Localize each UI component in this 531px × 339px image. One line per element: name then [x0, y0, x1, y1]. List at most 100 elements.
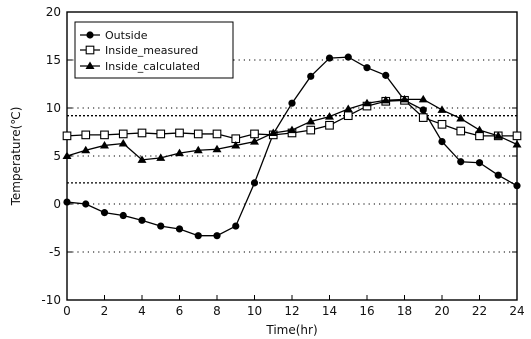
data-point-inside-measured — [306, 125, 316, 135]
data-point-outside — [157, 222, 165, 230]
x-tick-label: 10 — [247, 304, 262, 318]
y-tick-label: -10 — [41, 293, 61, 307]
series — [62, 53, 522, 240]
data-point-inside-calculated — [287, 125, 297, 134]
data-point-outside — [213, 232, 221, 240]
data-point-outside — [100, 209, 109, 217]
data-point-inside-measured — [175, 128, 184, 138]
data-point-inside-calculated — [437, 105, 447, 113]
legend-item-outside: Outside — [80, 29, 148, 42]
legend: Outside Inside_measured Inside_calculate… — [74, 21, 234, 79]
data-point-inside-measured — [62, 131, 72, 141]
data-point-inside-calculated — [362, 98, 372, 107]
reference-lines — [67, 115, 517, 184]
legend-item-inside-calculated: Inside_calculated — [80, 60, 200, 73]
data-point-inside-calculated — [137, 155, 147, 163]
legend-label-outside: Outside — [105, 29, 148, 42]
x-tick-label: 22 — [472, 304, 487, 318]
data-point-outside — [382, 71, 390, 79]
data-point-outside — [513, 182, 521, 190]
data-point-inside-measured — [325, 120, 334, 130]
x-tick-label: 6 — [176, 304, 184, 318]
legend-marker-outside — [86, 31, 94, 39]
data-point-inside-calculated — [62, 151, 72, 159]
data-point-outside — [194, 232, 202, 240]
legend-marker-inside-calculated — [85, 61, 95, 69]
series-line-outside — [66, 56, 518, 237]
legend-item-inside-measured: Inside_measured — [80, 44, 198, 57]
y-tick-label: 0 — [53, 197, 61, 211]
data-point-inside-measured — [512, 131, 522, 141]
data-point-inside-measured — [418, 113, 428, 122]
data-point-outside — [475, 159, 484, 167]
x-tick-label: 24 — [509, 304, 524, 318]
data-point-outside — [325, 54, 334, 62]
x-tick-label: 2 — [101, 304, 109, 318]
data-point-inside-measured — [456, 126, 466, 136]
x-tick-label: 12 — [284, 304, 299, 318]
data-point-inside-measured — [343, 111, 353, 121]
legend-marker-inside-measured — [85, 45, 95, 55]
data-point-inside-calculated — [418, 94, 428, 103]
data-point-inside-measured — [437, 119, 447, 129]
series-outside — [63, 53, 521, 240]
data-point-inside-calculated — [156, 153, 166, 161]
data-point-outside — [363, 64, 371, 72]
data-point-inside-measured — [118, 129, 128, 139]
data-point-inside-calculated — [456, 114, 466, 122]
data-point-outside — [344, 53, 352, 61]
gridlines — [67, 59, 517, 253]
y-tick-label: -5 — [49, 245, 61, 259]
data-point-outside — [250, 179, 259, 187]
data-point-inside-measured — [193, 129, 203, 139]
legend-label-inside-measured: Inside_measured — [105, 44, 198, 57]
data-point-outside — [63, 198, 71, 206]
data-point-inside-measured — [81, 130, 91, 140]
y-tick-label: 20 — [46, 5, 61, 19]
data-point-outside — [307, 72, 315, 80]
data-point-outside — [419, 106, 427, 114]
data-point-outside — [494, 171, 502, 179]
y-tick-label: 10 — [46, 101, 61, 115]
data-point-inside-calculated — [400, 94, 409, 103]
data-point-outside — [82, 200, 90, 208]
data-point-outside — [232, 222, 240, 230]
data-point-inside-calculated — [118, 139, 128, 147]
data-point-outside — [175, 225, 184, 233]
data-point-inside-calculated — [231, 140, 241, 149]
data-point-inside-calculated — [381, 95, 391, 104]
x-tick-label: 14 — [322, 304, 337, 318]
x-tick-label: 8 — [213, 304, 221, 318]
data-point-inside-calculated — [212, 144, 222, 153]
data-point-inside-calculated — [343, 104, 353, 112]
data-point-inside-calculated — [100, 140, 109, 149]
data-point-outside — [119, 211, 127, 220]
data-point-inside-measured — [156, 129, 166, 139]
y-tick-label: 5 — [53, 149, 61, 163]
x-tick-label: 20 — [434, 304, 449, 318]
data-point-inside-calculated — [268, 128, 278, 136]
data-point-inside-calculated — [81, 145, 91, 154]
legend-box — [74, 21, 234, 79]
x-tick-label: 0 — [63, 304, 71, 318]
data-point-inside-measured — [212, 129, 222, 139]
y-tick-label: 15 — [46, 53, 61, 67]
data-point-inside-calculated — [175, 148, 184, 157]
data-point-inside-measured — [475, 131, 484, 141]
data-point-inside-calculated — [325, 112, 334, 120]
x-tick-label: 16 — [359, 304, 374, 318]
y-axis-title: Temperature(℃) — [9, 107, 23, 207]
data-point-inside-measured — [100, 130, 109, 140]
data-point-inside-measured — [250, 129, 259, 139]
data-point-inside-calculated — [493, 131, 503, 139]
series-inside-calculated — [62, 94, 522, 163]
x-tick-label: 4 — [138, 304, 146, 318]
data-point-inside-calculated — [512, 139, 522, 148]
data-point-outside — [288, 99, 296, 107]
x-axis-title: Time(hr) — [265, 323, 317, 337]
data-point-inside-calculated — [250, 137, 259, 145]
data-point-outside — [138, 216, 146, 224]
legend-label-inside-calculated: Inside_calculated — [105, 60, 200, 73]
